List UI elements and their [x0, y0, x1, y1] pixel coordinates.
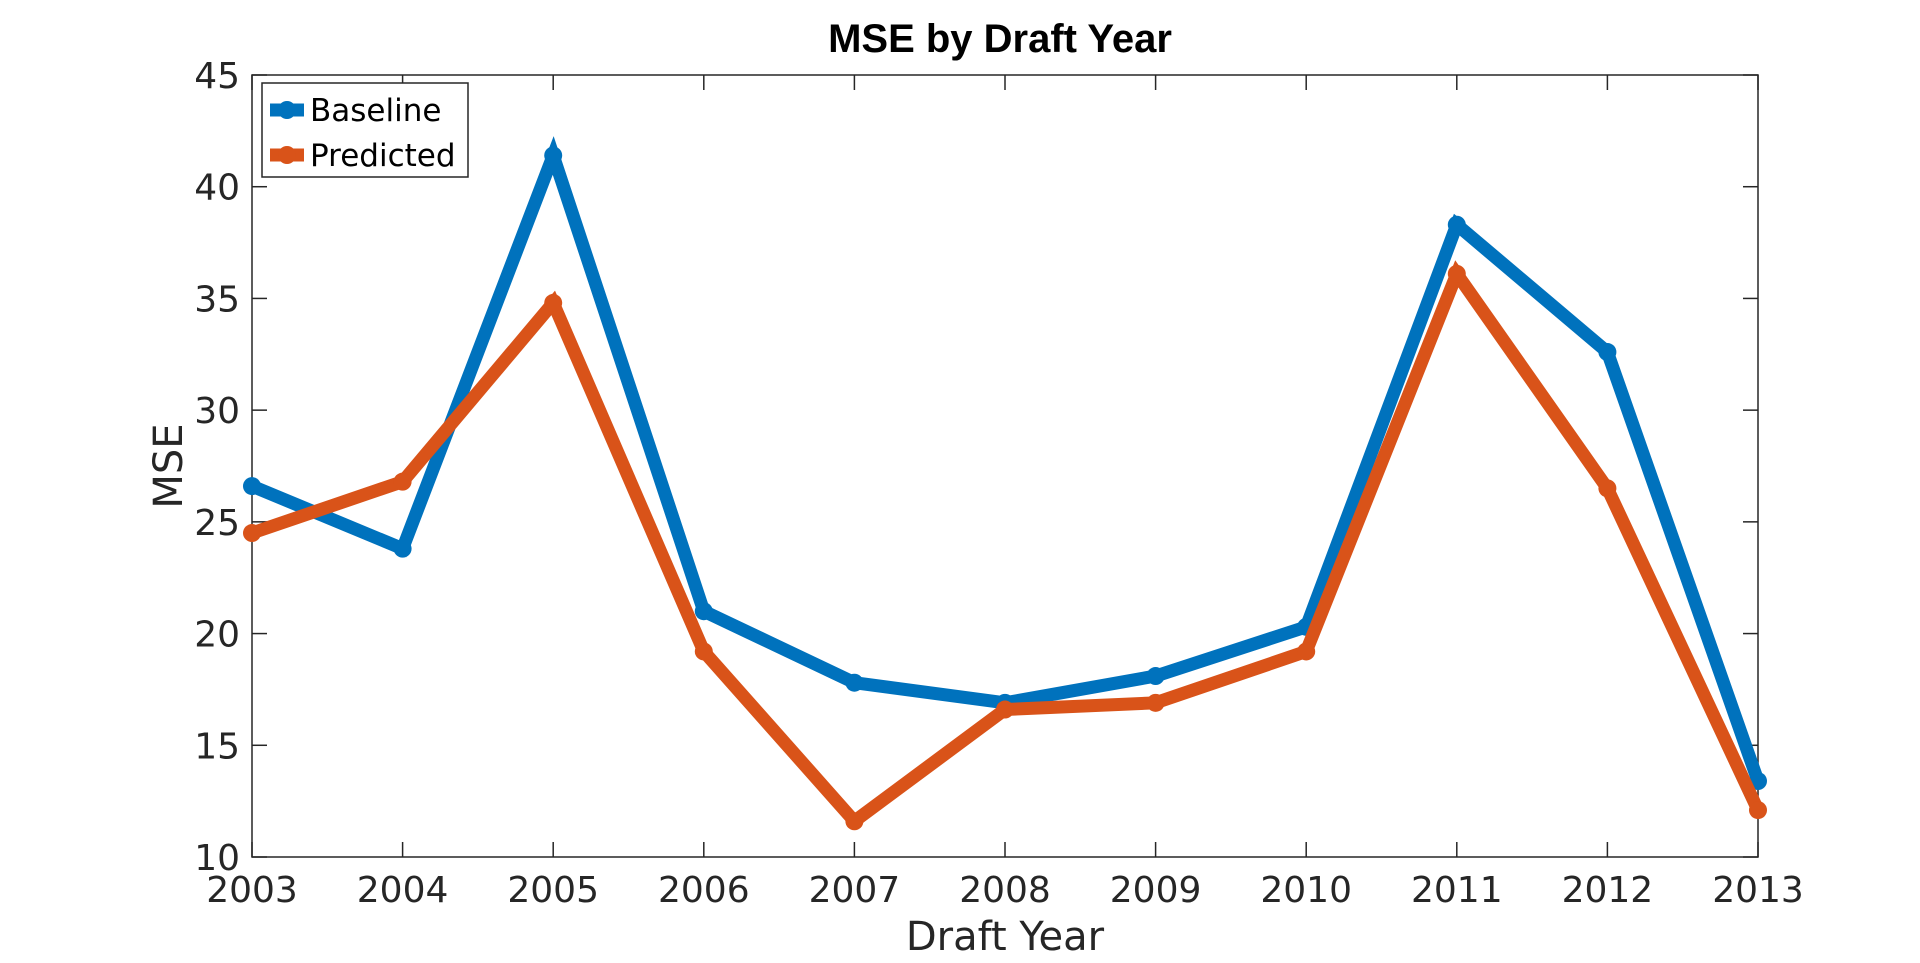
x-tick-label: 2013	[1712, 870, 1804, 911]
legend: Baseline Predicted	[261, 82, 469, 178]
y-tick-label: 30	[194, 391, 240, 432]
axis-ticks: 2003 2004 2005 2006 2007 2008 2009 2010 2011 2012…	[194, 56, 1804, 911]
data-point-predicted	[1146, 693, 1165, 712]
x-tick-label: 2006	[658, 870, 750, 911]
data-point-baseline	[393, 539, 412, 558]
x-tick-label: 2009	[1110, 870, 1202, 911]
data-point-baseline	[243, 477, 261, 496]
y-tick-label: 20	[194, 615, 240, 656]
data-point-predicted	[1297, 642, 1316, 661]
data-point-predicted	[1749, 801, 1767, 820]
legend-marker-baseline	[278, 101, 296, 119]
y-tick-label: 40	[194, 168, 240, 209]
data-point-baseline	[694, 602, 713, 621]
x-tick-label: 2005	[507, 870, 599, 911]
data-point-baseline	[845, 673, 864, 692]
x-tick-label: 2008	[959, 870, 1051, 911]
x-tick-label: 2011	[1411, 870, 1503, 911]
x-tick-label: 2003	[206, 870, 298, 911]
data-point-baseline	[1447, 215, 1466, 234]
y-tick-label: 10	[194, 838, 240, 879]
chart-title: MSE by Draft Year	[828, 17, 1172, 61]
y-tick-label: 45	[194, 56, 240, 97]
y-axis-label: MSE	[146, 423, 192, 508]
y-tick-label: 35	[194, 279, 240, 320]
y-tick-label: 25	[194, 503, 240, 544]
x-tick-label: 2007	[809, 870, 901, 911]
legend-marker-predicted	[278, 146, 296, 164]
plot-area	[251, 74, 1759, 858]
data-point-predicted	[996, 700, 1014, 719]
x-tick-label: 2012	[1562, 870, 1654, 911]
data-point-baseline	[1598, 343, 1617, 362]
data-point-predicted	[1447, 264, 1466, 283]
data-point-baseline	[544, 146, 563, 165]
data-point-predicted	[1598, 479, 1617, 498]
data-point-predicted	[544, 293, 563, 312]
data-point-predicted	[694, 642, 713, 661]
legend-label-predicted: Predicted	[310, 138, 456, 174]
x-tick-label: 2004	[357, 870, 449, 911]
x-tick-label: 2010	[1260, 870, 1352, 911]
data-point-predicted	[393, 472, 412, 491]
data-point-predicted	[845, 812, 864, 831]
series-group	[243, 136, 1767, 831]
x-axis-label: Draft Year	[906, 914, 1105, 960]
y-tick-label: 15	[194, 726, 240, 767]
data-point-predicted	[243, 524, 261, 543]
legend-label-baseline: Baseline	[310, 93, 441, 129]
data-point-baseline	[1146, 667, 1165, 686]
